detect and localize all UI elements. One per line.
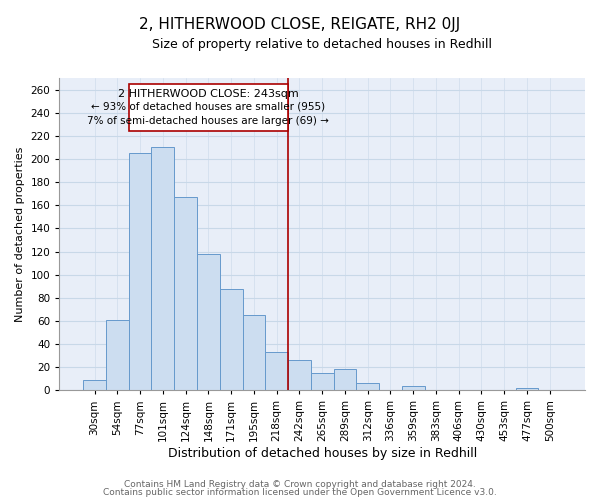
Bar (356, 384, 379, 390)
Bar (265, 352, 288, 391)
Text: 2 HITHERWOOD CLOSE: 243sqm: 2 HITHERWOOD CLOSE: 243sqm (118, 89, 299, 99)
Bar (402, 386, 425, 390)
Bar (334, 370, 356, 390)
Text: Contains HM Land Registry data © Crown copyright and database right 2024.: Contains HM Land Registry data © Crown c… (124, 480, 476, 489)
Bar (83, 380, 106, 390)
Bar (515, 388, 538, 390)
Bar (242, 315, 265, 390)
Title: Size of property relative to detached houses in Redhill: Size of property relative to detached ho… (152, 38, 492, 51)
Y-axis label: Number of detached properties: Number of detached properties (15, 146, 25, 322)
Text: Contains public sector information licensed under the Open Government Licence v3: Contains public sector information licen… (103, 488, 497, 497)
Bar (174, 197, 197, 390)
Bar (151, 148, 174, 390)
Text: 7% of semi-detached houses are larger (69) →: 7% of semi-detached houses are larger (6… (88, 116, 329, 126)
Bar (129, 153, 151, 390)
Text: 2, HITHERWOOD CLOSE, REIGATE, RH2 0JJ: 2, HITHERWOOD CLOSE, REIGATE, RH2 0JJ (139, 18, 461, 32)
Bar (220, 288, 242, 390)
Bar (311, 373, 334, 390)
Bar (106, 320, 129, 390)
Bar (288, 360, 311, 390)
FancyBboxPatch shape (129, 84, 288, 132)
Text: ← 93% of detached houses are smaller (955): ← 93% of detached houses are smaller (95… (91, 102, 325, 112)
Bar (197, 254, 220, 390)
X-axis label: Distribution of detached houses by size in Redhill: Distribution of detached houses by size … (167, 447, 477, 460)
